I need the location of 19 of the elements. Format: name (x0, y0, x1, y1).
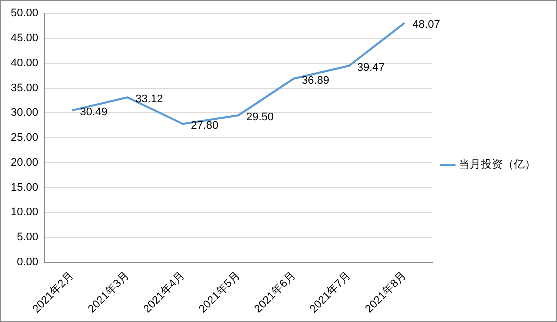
y-tick-label: 30.00 (10, 107, 39, 120)
data-label: 27.80 (191, 120, 219, 132)
y-tick-label: 35.00 (10, 82, 39, 94)
y-tick-label: 10.00 (10, 206, 39, 219)
legend-label: 当月投资（亿） (459, 159, 536, 172)
data-label: 30.49 (80, 106, 108, 119)
y-tick-label: 45.00 (10, 32, 39, 45)
y-tick-label: 25.00 (10, 132, 39, 144)
y-tick-label: 0.00 (17, 256, 39, 269)
data-label: 33.12 (136, 94, 164, 106)
data-label: 36.89 (302, 74, 330, 87)
y-tick-label: 15.00 (10, 182, 39, 194)
y-tick-label: 50.00 (10, 8, 39, 20)
data-label: 48.07 (412, 19, 440, 32)
y-tick-label: 5.00 (17, 232, 39, 244)
data-label: 29.50 (246, 112, 274, 124)
data-label: 39.47 (357, 62, 385, 74)
y-tick-label: 20.00 (10, 156, 39, 169)
y-tick-label: 40.00 (10, 57, 39, 70)
